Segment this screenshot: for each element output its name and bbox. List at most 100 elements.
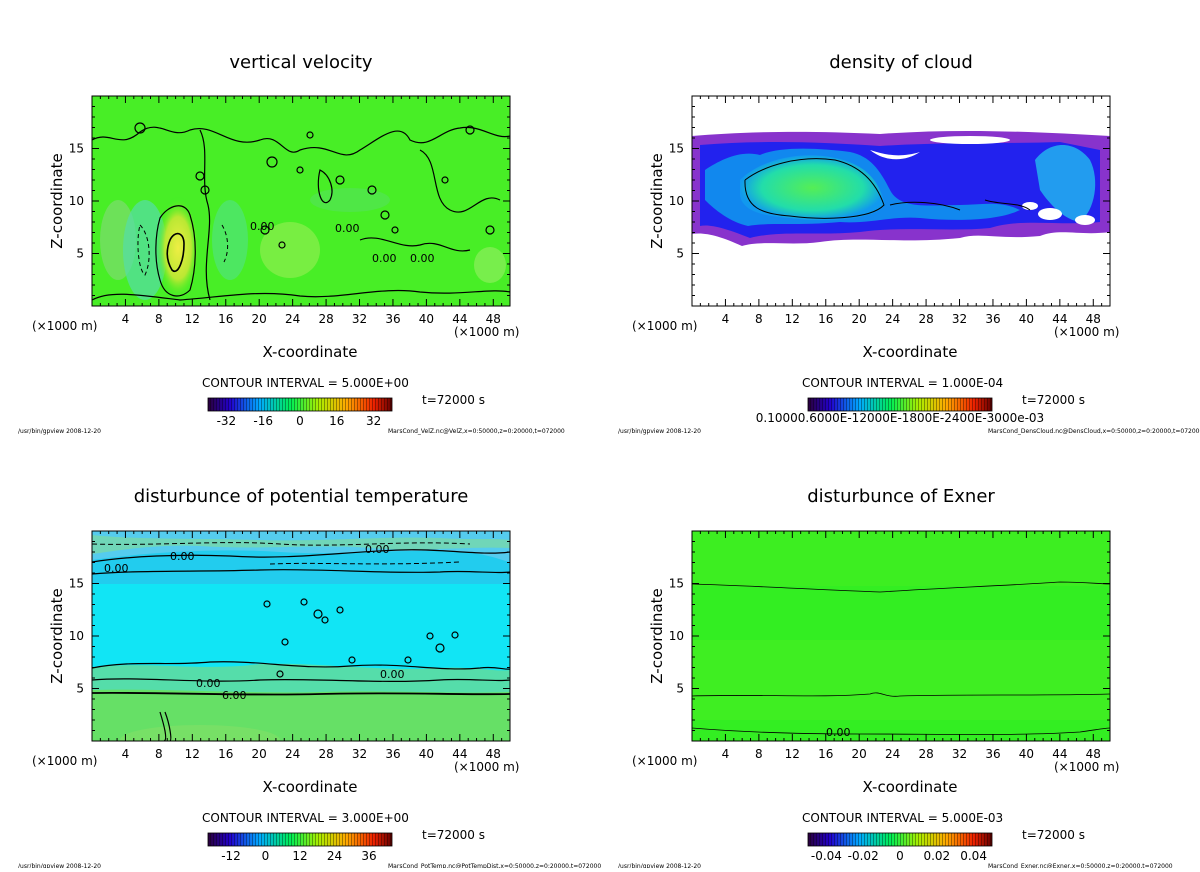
contour-label: 0.00 [250, 220, 275, 233]
y-tick-label: 10 [669, 629, 684, 643]
field-plot: 0.00 0.00 0.00 0.00 0.00 6.00 [92, 531, 510, 741]
colorbar-tick-label: 24 [327, 849, 342, 863]
x-tick-label: 4 [722, 312, 730, 326]
cloud-core [740, 155, 885, 221]
x-tick-label: 32 [952, 747, 967, 761]
x-tick-label: 16 [218, 312, 233, 326]
x-tick-label: 36 [985, 312, 1000, 326]
footer-left: /usr/bin/gpview 2008-12-20 [18, 863, 101, 868]
x-tick-label: 40 [1019, 747, 1034, 761]
contour-label: 0.00 [104, 562, 129, 575]
x-tick-label: 8 [755, 312, 763, 326]
x-axis-title: X-coordinate [263, 778, 358, 796]
chart-title: density of cloud [829, 52, 973, 73]
footer-right: MarsCond_Exner.nc@Exner,x=0:50000,z=0:20… [988, 863, 1173, 868]
x-tick-label: 32 [952, 312, 967, 326]
colorbar-tick-label: 0 [262, 849, 270, 863]
field-plot [692, 96, 1110, 306]
x-tick-label: 48 [486, 747, 501, 761]
colorbar-levels [208, 398, 392, 411]
x-unit-label-left: (×1000 m) [632, 754, 697, 768]
x-tick-label: 40 [419, 312, 434, 326]
colorbar-tick-label: -0.04 [811, 849, 842, 863]
contour-lines [692, 581, 1110, 735]
x-tick-label: 8 [155, 747, 163, 761]
colorbar-tick-label: 36 [361, 849, 376, 863]
x-unit-label-right: (×1000 m) [1054, 760, 1119, 774]
x-tick-label: 4 [122, 747, 130, 761]
footer-left: /usr/bin/gpview 2008-12-20 [18, 428, 101, 435]
contour-label: 0.00 [335, 222, 360, 235]
colorbar-levels [808, 833, 992, 846]
x-tick-label: 8 [755, 747, 763, 761]
x-tick-label: 20 [252, 747, 267, 761]
x-tick-label: 16 [818, 747, 833, 761]
x-tick-label: 16 [218, 747, 233, 761]
footer-right: MarsCond_VelZ.nc@VelZ,x=0:50000,z=0:2000… [388, 428, 565, 435]
y-tick-label: 5 [76, 247, 84, 261]
x-unit-label-left: (×1000 m) [32, 754, 97, 768]
time-label: t=72000 s [422, 393, 485, 407]
chart-title: disturbunce of potential temperature [134, 486, 469, 507]
x-unit-label-left: (×1000 m) [632, 319, 697, 333]
chart-title: vertical velocity [229, 52, 373, 73]
panel-density-of-cloud: density of cloud [692, 52, 1110, 306]
y-axis-title: Z-coordinate [48, 153, 66, 248]
field-plot: 0.00 [692, 531, 1110, 741]
x-tick-label: 48 [1086, 312, 1101, 326]
x-unit-label-left: (×1000 m) [32, 319, 97, 333]
contour-label: 0.00 [170, 550, 195, 563]
updraft-core [156, 196, 200, 300]
x-tick-label: 44 [452, 312, 467, 326]
contour-interval-label: CONTOUR INTERVAL = 3.000E+00 [202, 811, 409, 825]
x-axis-title: X-coordinate [863, 343, 958, 361]
x-tick-label: 24 [285, 312, 300, 326]
contour-interval-label: CONTOUR INTERVAL = 5.000E-03 [802, 811, 1003, 825]
time-label: t=72000 s [1022, 393, 1085, 407]
panel-exner: disturbunce of Exner 0.00 [692, 486, 1110, 741]
contour-interval-label: CONTOUR INTERVAL = 5.000E+00 [202, 376, 409, 390]
footer-right: MarsCond_PotTemp.nc@PotTempDist,x=0:5000… [388, 863, 601, 868]
x-tick-label: 32 [352, 747, 367, 761]
contour-label: 0.00 [410, 252, 435, 265]
colorbar-levels [808, 398, 992, 411]
x-tick-label: 12 [785, 312, 800, 326]
x-tick-label: 12 [185, 747, 200, 761]
downdraft-region [123, 200, 167, 300]
contour-lines [92, 122, 510, 301]
x-tick-label: 48 [1086, 747, 1101, 761]
x-tick-label: 40 [1019, 312, 1034, 326]
colorbar-tick-label: 0.10000.6000E-12000E-1800E-2400E-3000e-0… [756, 411, 1044, 425]
x-tick-label: 4 [722, 747, 730, 761]
y-axis-title: Z-coordinate [648, 153, 666, 248]
contour-label: 6.00 [222, 689, 247, 702]
y-tick-label: 15 [669, 577, 684, 591]
contour-lines [92, 549, 510, 741]
x-tick-label: 4 [122, 312, 130, 326]
x-axis-title: X-coordinate [863, 778, 958, 796]
contour-lines [744, 158, 1031, 219]
y-tick-label: 15 [69, 577, 84, 591]
x-tick-label: 20 [852, 312, 867, 326]
x-tick-label: 36 [985, 747, 1000, 761]
contour-label: 0.00 [380, 668, 405, 681]
x-tick-label: 28 [918, 312, 933, 326]
x-tick-label: 24 [285, 747, 300, 761]
colorbar-levels [208, 833, 392, 846]
x-axis-title: X-coordinate [263, 343, 358, 361]
chart-title: disturbunce of Exner [807, 486, 995, 507]
x-tick-label: 40 [419, 747, 434, 761]
x-tick-label: 8 [155, 312, 163, 326]
x-tick-label: 12 [185, 312, 200, 326]
x-tick-label: 32 [352, 312, 367, 326]
contour-label: 0.00 [826, 726, 851, 739]
colorbar-tick-label: -16 [253, 414, 273, 428]
x-tick-label: 20 [852, 747, 867, 761]
colorbar-tick-label: 12 [292, 849, 307, 863]
y-axis-title: Z-coordinate [648, 588, 666, 683]
colorbar-tick-label: 0.04 [960, 849, 987, 863]
y-tick-label: 10 [69, 629, 84, 643]
